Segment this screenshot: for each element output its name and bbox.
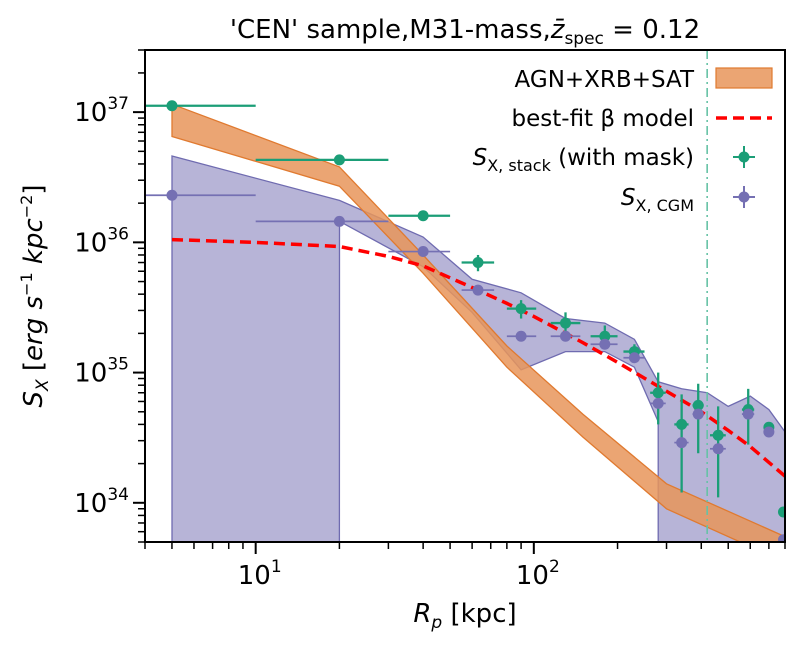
cgm-marker — [712, 443, 724, 455]
cgm-marker — [777, 534, 785, 542]
cgm-point-6 — [590, 338, 618, 350]
cgm-marker — [742, 408, 754, 420]
legend-label: best-fit β model — [512, 106, 694, 132]
cgm-point-8 — [650, 397, 666, 409]
stack-point-3 — [461, 254, 495, 272]
cgm-marker — [652, 397, 664, 409]
legend-entry-0: AGN+XRB+SAT — [515, 67, 773, 93]
plot-clip-group — [145, 50, 785, 542]
legend-entry-3: SX, CGM — [621, 185, 755, 215]
cgm-point-0 — [145, 189, 256, 201]
stack-marker — [333, 154, 345, 166]
cgm-point-4 — [506, 330, 537, 342]
stack-point-14 — [777, 506, 785, 518]
y-tick-label: 1036 — [74, 224, 129, 258]
cgm-marker — [628, 352, 640, 364]
cgm-marker — [333, 215, 345, 227]
stack-marker — [166, 100, 178, 112]
stack-marker — [712, 429, 724, 441]
legend-label: SX, CGM — [621, 185, 694, 215]
cgm-marker — [560, 330, 572, 342]
stack-marker — [692, 399, 704, 411]
legend-label: SX, stack (with mask) — [473, 145, 694, 175]
stack-marker — [417, 210, 429, 222]
stack-marker — [472, 257, 484, 269]
stack-point-1 — [255, 154, 389, 166]
cgm-point-3 — [461, 284, 495, 296]
stack-point-0 — [145, 100, 256, 112]
cgm-marker — [515, 330, 527, 342]
cgm-marker — [417, 246, 429, 258]
stack-point-2 — [388, 210, 451, 222]
stack-marker — [599, 330, 611, 342]
stack-marker — [676, 418, 688, 430]
beta-model-line — [171, 237, 785, 478]
stack-marker — [652, 387, 664, 399]
legend-band-swatch — [715, 67, 773, 89]
cgm-point-2 — [388, 246, 451, 258]
cgm-point-11 — [710, 443, 726, 455]
cgm-point-14 — [777, 534, 785, 542]
stack-point-5 — [550, 312, 581, 334]
stack-marker — [560, 317, 572, 329]
plot-frame — [144, 49, 786, 543]
y-tick-label: 1037 — [74, 94, 129, 128]
x-axis-label: Rp [kpc] — [413, 599, 516, 633]
x-tick-label: 102 — [516, 557, 560, 591]
legend-label: AGN+XRB+SAT — [515, 67, 695, 93]
cgm-point-1 — [255, 215, 389, 227]
axis-ticks: 101 102 1034 1035 1036 1037 — [74, 49, 786, 591]
chart-title: 'CEN' sample,M31-mass,z̄spec = 0.12 — [230, 15, 700, 49]
cgm-marker — [472, 284, 484, 296]
cgm-point-10 — [692, 408, 704, 420]
legend-marker-swatch — [738, 191, 750, 203]
cgm-marker — [692, 408, 704, 420]
cgm-marker — [599, 338, 611, 350]
cgm-point-5 — [550, 330, 581, 342]
cgm-point-12 — [741, 408, 755, 420]
cgm-marker — [676, 437, 688, 449]
cgm-point-9 — [674, 437, 689, 449]
cgm-marker — [166, 189, 178, 201]
agn-xrb-sat-band — [171, 103, 785, 542]
stack-marker — [777, 506, 785, 518]
legend: AGN+XRB+SAT best-fit β model SX, stack (wi… — [473, 67, 773, 215]
stack-marker — [515, 303, 527, 315]
cgm-marker — [763, 426, 775, 438]
stack-point-4 — [506, 300, 537, 319]
legend-entry-2: SX, stack (with mask) — [473, 145, 755, 175]
plot-area — [145, 50, 785, 542]
legend-entry-1: best-fit β model — [512, 106, 772, 132]
legend-marker-swatch — [738, 151, 750, 163]
x-tick-label: 101 — [238, 557, 282, 591]
cgm-point-13 — [763, 426, 775, 438]
y-tick-label: 1035 — [74, 355, 129, 389]
y-tick-label: 1034 — [74, 485, 129, 519]
cgm-point-7 — [623, 352, 645, 364]
y-axis-label: SX [erg s−1 kpc−2] — [17, 184, 53, 407]
